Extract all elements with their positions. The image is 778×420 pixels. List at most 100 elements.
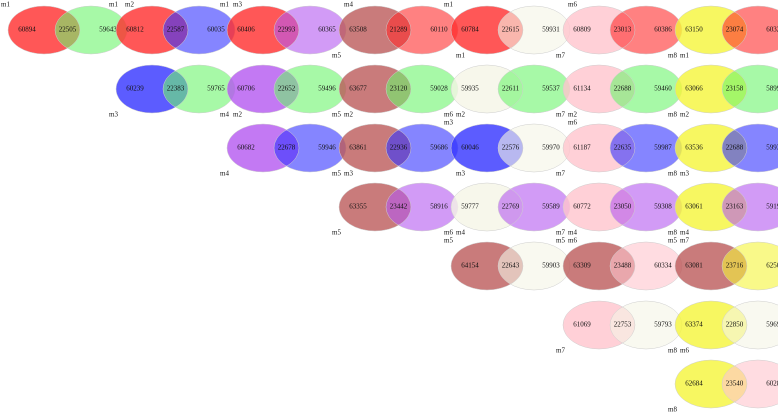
set-outline-m3 — [115, 64, 189, 114]
set-outline-m7 — [562, 123, 636, 173]
count-m2-only: 59643 — [99, 26, 117, 34]
count-overlap: 23488 — [614, 262, 632, 270]
set-label-m5: m5 — [332, 229, 341, 237]
venn-diagram-m8-m3: 63536 22688 59934 m8m3 — [668, 123, 778, 178]
count-m7-only: 60282 — [766, 380, 778, 388]
set-label-m4: m4 — [220, 170, 229, 178]
set-label-m7: m7 — [680, 237, 689, 245]
set-circle-m4 — [274, 6, 346, 54]
count-overlap: 21289 — [390, 26, 408, 34]
set-label-m6: m6 — [568, 119, 577, 127]
set-label-m4: m4 — [568, 229, 577, 237]
count-m2-only: 59496 — [318, 85, 336, 93]
venn-diagram-m7-m3: 61187 22635 59987 m7 m3 — [556, 123, 689, 178]
count-m3-only: 59934 — [766, 144, 778, 152]
set-outline-m8 — [674, 300, 748, 350]
count-overlap: 22587 — [167, 26, 185, 34]
set-outline-m1 — [226, 5, 300, 55]
set-label-m5: m5 — [332, 111, 341, 119]
set-circle-m2 — [610, 65, 682, 113]
set-label-m4: m4 — [456, 229, 465, 237]
set-outline-m2 — [721, 64, 778, 114]
count-m5-only: 63508 — [349, 26, 367, 34]
set-outline-m6 — [450, 64, 524, 114]
count-overlap: 22643 — [502, 262, 520, 270]
set-outline-m7 — [562, 300, 636, 350]
set-circle-m6 — [498, 242, 570, 290]
venn-diagram-m5-m8: 630812371662508m5m8 — [668, 237, 778, 291]
count-m6-only: 59903 — [542, 262, 560, 270]
set-circle-m6 — [498, 124, 570, 172]
set-outline-m8 — [721, 241, 778, 291]
count-m2-only: 59460 — [654, 85, 672, 93]
set-outline-m7 — [562, 64, 636, 114]
set-label-m8: m8 — [668, 347, 677, 355]
set-label-m2: m2 — [233, 111, 242, 119]
set-circle-m7 — [610, 242, 682, 290]
set-outline-m8 — [674, 359, 748, 409]
venn-diagram-m8-m7: 626842354060282m8m7 — [668, 359, 778, 414]
set-circle-m4 — [498, 183, 570, 231]
set-outline-m5 — [338, 123, 412, 173]
count-m5-only: 63081 — [685, 262, 703, 270]
set-circle-m4 — [610, 183, 682, 231]
venn-diagram-m1-m3: 60812 22587 60035 m1 m3 — [109, 1, 242, 55]
count-m1-only: 60812 — [126, 26, 144, 34]
set-label-m6: m6 — [568, 1, 577, 9]
set-label-m3: m3 — [456, 170, 465, 178]
count-m3-only: 59987 — [654, 144, 672, 152]
set-label-m2: m2 — [125, 1, 134, 9]
set-outline-m4 — [226, 123, 300, 173]
set-label-m8: m8 — [668, 111, 677, 119]
set-label-m3: m3 — [344, 170, 353, 178]
set-outline-m5 — [338, 5, 412, 55]
set-outline-m4 — [721, 182, 778, 232]
count-m4-only: 60682 — [237, 144, 255, 152]
set-outline-m7 — [562, 182, 636, 232]
set-label-m6: m6 — [680, 347, 689, 355]
set-outline-m4 — [226, 64, 300, 114]
set-circle-m6 — [498, 6, 570, 54]
count-m7-only: 60809 — [573, 26, 591, 34]
set-label-m1: m1 — [109, 1, 118, 9]
set-outline-m1 — [7, 5, 81, 55]
count-m3-only: 60239 — [126, 85, 144, 93]
set-label-m2: m2 — [568, 111, 577, 119]
set-label-m2: m2 — [680, 111, 689, 119]
count-m3-only: 60046 — [461, 144, 479, 152]
set-label-m2: m2 — [456, 111, 465, 119]
count-m5-only: 63677 — [349, 85, 367, 93]
set-outline-m7 — [562, 5, 636, 55]
venn-diagram-m4-m2: 60706 22652 59496 m4 m2 — [220, 64, 353, 119]
count-m2-only: 59537 — [542, 85, 560, 93]
set-outline-m5 — [338, 182, 412, 232]
count-m6-only: 59970 — [542, 144, 560, 152]
venn-diagram-m7-m1: 60809 23013 60386 m7 m1 — [556, 5, 689, 60]
venn-diagram-m8-m1: 63150 23074 60325 m8m1 — [668, 5, 778, 60]
count-m8-only: 63150 — [685, 26, 703, 34]
set-label-m5: m5 — [332, 170, 341, 178]
count-m3-only: 59946 — [318, 144, 336, 152]
count-m6-only: 59793 — [654, 321, 672, 329]
set-circle-m4 — [722, 183, 778, 231]
set-label-m6: m6 — [444, 229, 453, 237]
set-label-m5: m5 — [444, 237, 453, 245]
venn-diagram-m8-m6: 63374 22850 59696 m8m6 — [668, 300, 778, 355]
count-m4-only: 60706 — [237, 85, 255, 93]
set-outline-m1 — [450, 5, 524, 55]
count-m8-only: 63066 — [685, 85, 703, 93]
set-circle-m2 — [498, 65, 570, 113]
venn-diagram-m7-m6: 61069 22753 59793 m7 m6 — [556, 300, 689, 355]
set-label-m7: m7 — [556, 229, 565, 237]
count-m1-only: 60784 — [461, 26, 479, 34]
set-circle-m2 — [274, 65, 346, 113]
set-label-m5: m5 — [332, 52, 341, 60]
venn-diagram-m5-m4: 63355 23442 58916 m5 m4 — [332, 182, 465, 237]
count-m5-only: 63861 — [349, 144, 367, 152]
count-overlap: 23163 — [726, 203, 744, 211]
